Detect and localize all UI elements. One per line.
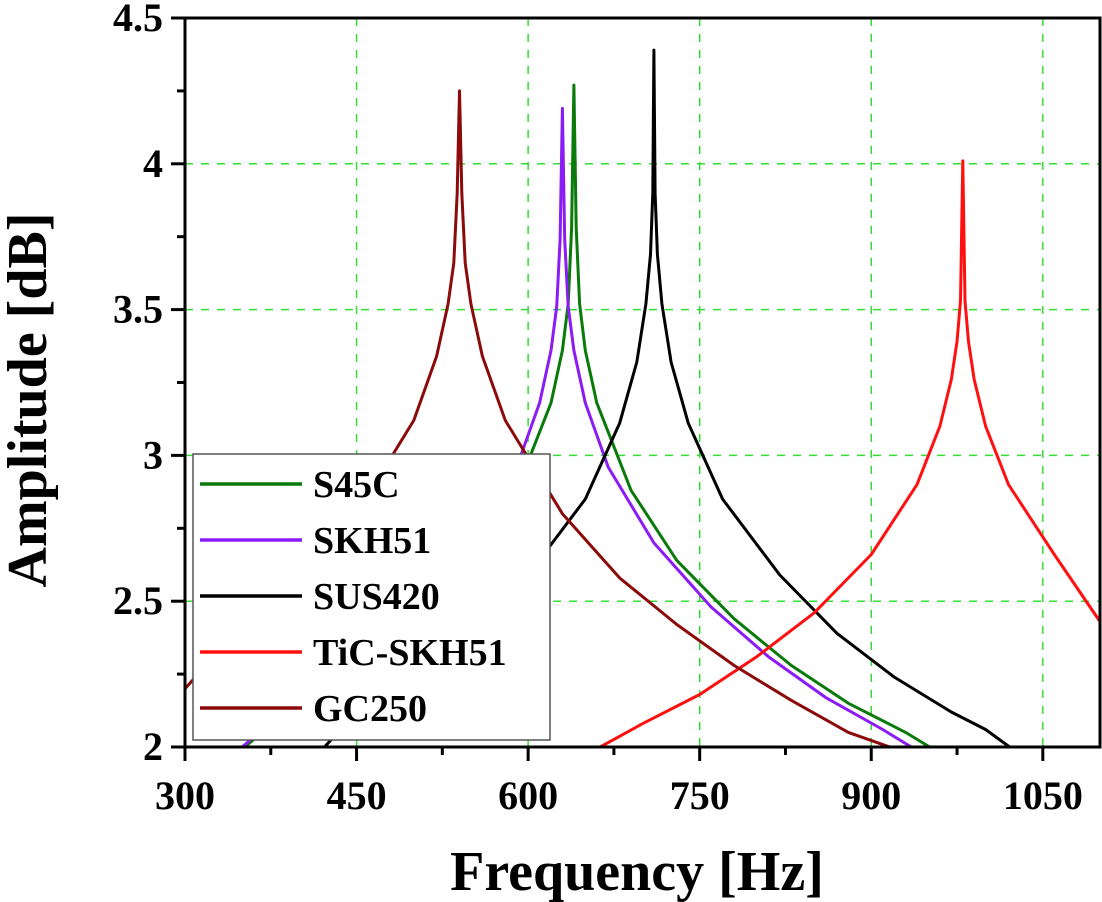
y-tick-label: 3.5 [113,287,163,332]
x-tick-label: 900 [841,773,901,818]
x-tick-label: 1050 [1003,773,1083,818]
y-axis-title: Amplitude [dB] [0,213,59,588]
series-line-tic-skh51 [599,159,1100,747]
legend-label: SUS420 [313,576,440,618]
y-tick-label: 4 [143,141,163,186]
x-tick-labels: 300 450 600 750 900 1050 [155,773,1083,818]
legend-label: GC250 [313,688,427,730]
legend-item-skh51: SKH51 [200,520,431,562]
legend-item-sus420: SUS420 [200,576,440,618]
x-axis-title: Frequency [Hz] [450,841,824,902]
legend-item-tic-skh51: TiC-SKH51 [200,632,507,674]
x-tick-label: 300 [155,773,215,818]
x-tick-label: 600 [498,773,558,818]
legend-label: TiC-SKH51 [313,632,507,674]
legend-item-gc250: GC250 [200,688,427,730]
axis-ticks [171,16,1045,761]
y-tick-label: 4.5 [113,0,163,40]
legend-label: S45C [313,464,400,506]
y-tick-label: 2 [143,724,163,769]
x-tick-label: 450 [327,773,387,818]
legend: S45C SKH51 SUS420 TiC-SKH51 GC250 [192,453,551,741]
legend-label: SKH51 [313,520,431,562]
y-tick-label: 3 [143,432,163,477]
y-tick-label: 2.5 [113,578,163,623]
y-tick-labels: 2 2.5 3 3.5 4 4.5 [113,0,163,769]
legend-item-s45c: S45C [200,464,400,506]
x-tick-label: 750 [670,773,730,818]
